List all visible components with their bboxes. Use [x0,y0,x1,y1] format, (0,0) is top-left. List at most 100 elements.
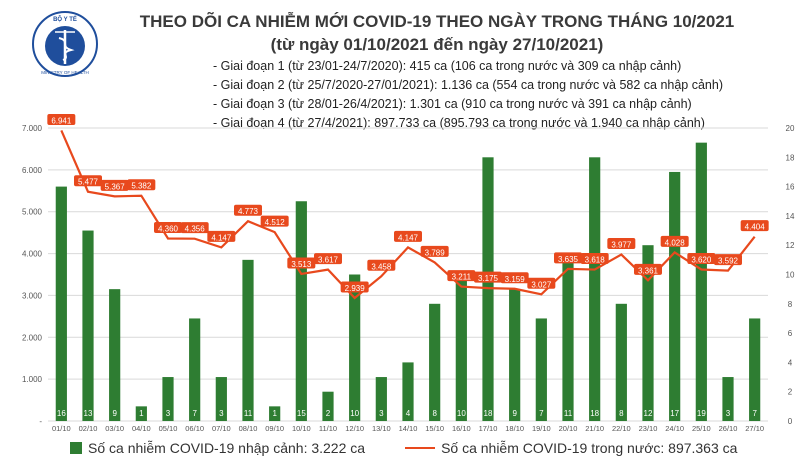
line-value-label: 3.620 [691,255,712,264]
line-value-label: 4.356 [185,225,206,234]
line-value-label: 5.367 [105,182,126,191]
x-tick-label: 16/10 [452,424,471,433]
line-label-box [740,220,769,232]
bar-imported-cases [642,245,654,421]
bar-value-label: 18 [484,409,493,418]
line-label-box [154,222,182,234]
line-value-label: 5.382 [131,182,152,191]
phase-summary-list: Giai đoạn 1 (từ 23/01-24/7/2020): 415 ca… [213,57,723,133]
line-value-label: 4.147 [211,233,232,242]
bar-imported-cases [82,230,94,421]
line-value-label: 6.941 [51,116,72,125]
line-value-label: 3.617 [318,256,339,265]
phase-3-summary: Giai đoạn 3 (từ 28/01-26/4/2021): 1.301 … [213,95,723,114]
svg-text:MINISTRY OF HEALTH: MINISTRY OF HEALTH [41,70,89,75]
bar-value-label: 8 [432,409,437,418]
bar-imported-cases [295,201,307,421]
line-label-box [500,272,529,284]
x-tick-label: 13/10 [372,424,391,433]
y-left-tick-label: 5.000 [22,208,43,217]
bar-value-label: 9 [512,409,517,418]
bar-value-label: 11 [564,409,573,418]
x-tick-label: 10/10 [292,424,311,433]
line-value-label: 3.211 [452,273,472,282]
y-right-tick-label: 8 [788,300,793,309]
line-label-box [447,270,476,282]
line-label-box [340,281,369,293]
line-value-label: 3.789 [425,248,446,257]
phase-1-summary: Giai đoạn 1 (từ 23/01-24/7/2020): 415 ca… [213,57,723,76]
x-tick-label: 27/10 [745,424,764,433]
line-value-label: 3.027 [531,280,552,289]
bar-imported-cases [695,142,707,421]
bar-value-label: 4 [406,409,411,418]
y-left-tick-label: 6.000 [22,166,43,175]
chart-title: THEO DÕI CA NHIỄM MỚI COVID-19 THEO NGÀY… [139,12,735,31]
line-label-box [660,235,689,247]
line-value-label: 3.592 [718,257,739,266]
chart-subtitle: (từ ngày 01/10/2021 đến ngày 27/10/2021) [270,35,604,54]
x-tick-label: 24/10 [665,424,684,433]
bar-imported-cases [615,303,627,421]
bar-imported-cases [189,318,201,421]
bar-imported-cases [322,391,334,421]
bar-value-label: 3 [219,409,224,418]
line-label-box [287,257,316,269]
y-left-tick-label: 4.000 [22,250,43,259]
bar-value-label: 1 [272,409,277,418]
bar-value-label: 8 [619,409,624,418]
x-tick-label: 19/10 [532,424,551,433]
y-right-tick-label: 4 [788,358,793,367]
line-value-label: 3.458 [371,262,392,271]
bar-imported-cases [589,157,601,422]
bar-value-label: 19 [697,409,706,418]
legend-item-domestic: Số ca nhiễm COVID-19 trong nước: 897.363… [405,440,737,456]
line-label-box [580,253,609,265]
x-tick-label: 18/10 [505,424,524,433]
x-tick-label: 11/10 [319,424,337,433]
legend-line-swatch [405,447,436,449]
line-value-label: 4.512 [265,218,286,227]
y-left-tick-label: - [39,417,42,426]
line-label-box [234,204,262,216]
bar-value-label: 10 [350,409,359,418]
x-tick-label: 23/10 [639,424,658,433]
line-label-box [207,230,236,242]
x-tick-label: 01/10 [52,424,71,433]
legend-item-imported: Số ca nhiễm COVID-19 nhập cảnh: 3.222 ca [70,440,365,456]
line-value-label: 4.028 [665,238,686,247]
ministry-of-health-logo: BỘ Y TẾ MINISTRY OF HEALTH [32,11,98,77]
bar-imported-cases [135,406,147,421]
bar-imported-cases [109,289,121,421]
line-value-label: 3.175 [478,274,499,283]
y-right-tick-label: 6 [788,329,793,338]
bar-imported-cases [242,259,254,421]
x-tick-label: 15/10 [425,424,444,433]
bar-imported-cases [669,171,681,421]
bar-value-label: 17 [670,409,679,418]
x-tick-label: 17/10 [479,424,498,433]
x-tick-label: 06/10 [185,424,204,433]
y-right-tick-label: 14 [786,212,795,221]
bar-imported-cases [722,377,734,421]
line-label-box [314,253,342,265]
y-left-tick-label: 7.000 [22,124,43,133]
y-right-tick-label: 18 [786,153,795,162]
bar-imported-cases [509,289,521,421]
bar-imported-cases [55,186,67,421]
phase-4-summary: Giai đoạn 4 (từ 27/4/2021): 897.733 ca (… [213,114,723,133]
line-label-box [127,179,156,191]
y-right-tick-label: 2 [788,388,793,397]
line-value-label: 3.977 [611,241,632,250]
line-value-label: 3.635 [558,255,579,264]
bar-value-label: 3 [726,409,731,418]
line-label-box [367,259,396,271]
line-label-box [394,230,422,242]
line-value-label: 2.939 [345,284,366,293]
bar-imported-cases [349,274,361,421]
phase-2-summary: Giai đoạn 2 (từ 25/7/2020-27/01/2021): 1… [213,76,723,95]
x-tick-label: 05/10 [159,424,178,433]
bar-value-label: 3 [166,409,171,418]
line-label-box [420,245,449,257]
line-label-box [687,252,716,264]
